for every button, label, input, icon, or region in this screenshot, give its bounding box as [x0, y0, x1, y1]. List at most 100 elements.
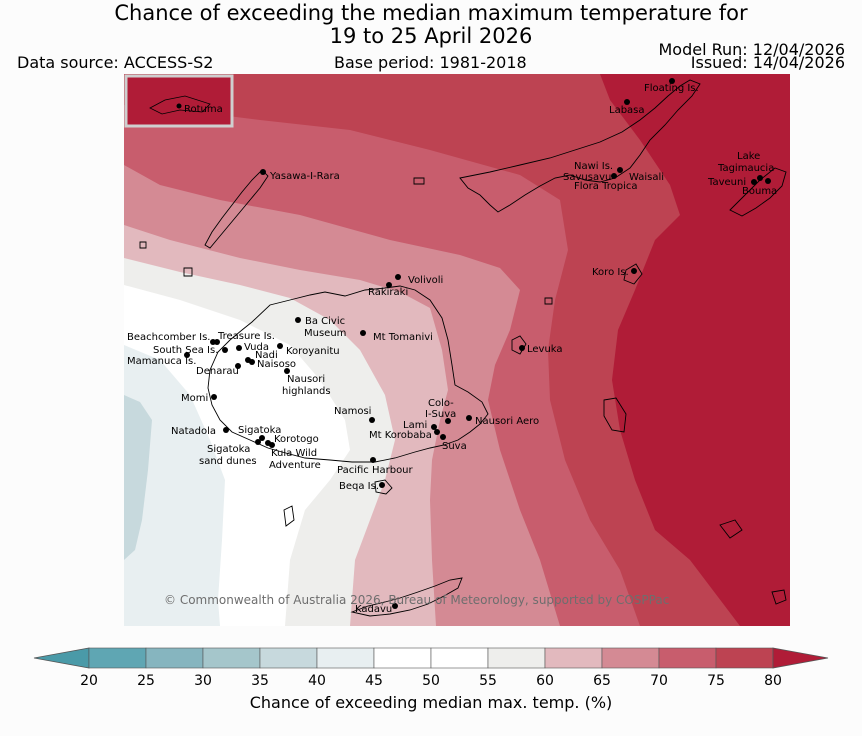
yasawa-coast — [204, 169, 269, 249]
lau-island-coast — [603, 397, 627, 433]
title-line-1: Chance of exceeding the median maximum t… — [114, 1, 748, 25]
label-naisoso: Naisoso — [257, 359, 296, 370]
base-period: Base period: 1981-2018 — [334, 53, 527, 72]
label-sigatoka: Sigatoka — [238, 425, 281, 436]
copyright-notice: © Commonwealth of Australia 2026, Bureau… — [164, 593, 669, 607]
colorbar-tick-75: 75 — [707, 673, 725, 689]
label-flora-tropica: Flora Tropica — [574, 181, 637, 192]
marker-labasa — [624, 99, 630, 105]
small-islet-4 — [139, 241, 147, 249]
east-island-coast — [719, 519, 743, 539]
label-vuda: Vuda — [244, 342, 269, 353]
label-south-sea-is: South Sea Is. — [153, 345, 218, 356]
marker-momi — [211, 394, 217, 400]
small-islet-2 — [544, 297, 553, 305]
label-lami: Lami — [403, 420, 427, 431]
marker-natadola — [223, 427, 229, 433]
colorbar-box-65-70 — [601, 647, 660, 669]
label-yasawa-i-rara: Yasawa-I-Rara — [269, 171, 340, 182]
beqa-coast — [374, 479, 393, 495]
label-kadavu: Kadavu — [355, 604, 392, 615]
label-waisali: Waisali — [629, 172, 664, 183]
marker-volivoli — [395, 274, 401, 280]
colorbar-ticks: 20 25 30 35 40 45 50 55 60 65 70 75 80 — [80, 673, 782, 689]
marker-koro-is — [631, 268, 637, 274]
marker-suva — [440, 434, 446, 440]
label-mt-tomanivi: Mt Tomanivi — [373, 332, 433, 343]
marker-lami — [431, 424, 437, 430]
label-namosi: Namosi — [334, 406, 371, 417]
colorbar-box-40-45 — [316, 647, 375, 669]
colorbar-tick-55: 55 — [479, 673, 497, 689]
contour-40 — [124, 345, 225, 626]
marker-namosi — [369, 417, 375, 423]
marker-levuka — [519, 345, 525, 351]
label-mamanuca-is: Mamanuca Is. — [127, 356, 196, 367]
marker-lake-tagimaucia — [757, 175, 763, 181]
colorbar-box-50-55 — [430, 647, 489, 669]
marker-rakiraki — [386, 282, 392, 288]
issued-date: Issued: 14/04/2026 — [690, 53, 845, 72]
data-source: Data source: ACCESS-S2 — [17, 53, 214, 72]
contour-35 — [124, 395, 152, 560]
marker-south-sea-is — [222, 347, 228, 353]
marker-colo-i-suva — [445, 418, 451, 424]
label-rakiraki: Rakiraki — [368, 287, 408, 298]
colorbar-tick-60: 60 — [536, 673, 554, 689]
label-volivoli: Volivoli — [408, 275, 443, 286]
colorbar-box-55-60 — [487, 647, 546, 669]
viti-levu-coast — [207, 285, 489, 463]
taveuni-coast — [729, 167, 787, 217]
colorbar-tick-45: 45 — [365, 673, 383, 689]
label-beachcomber-is: Beachcomber Is. — [127, 332, 210, 343]
colorbar-tick-20: 20 — [80, 673, 98, 689]
label-levuka: Levuka — [527, 344, 563, 355]
label-taveuni: Taveuni — [707, 177, 746, 188]
model-run: Model Run: 12/04/2026 — [658, 40, 846, 59]
marker-mt-korobaba — [434, 429, 440, 435]
label-koro-is: Koro Is. — [592, 267, 629, 278]
colorbar-box-45-50 — [373, 647, 432, 669]
marker-pacific-harbour — [370, 457, 376, 463]
colorbar-tick-40: 40 — [308, 673, 326, 689]
label-sigatoka-sand-dunes: Sigatoka sand dunes — [199, 444, 257, 467]
koro-coast — [623, 263, 643, 285]
marker-taveuni — [751, 179, 757, 185]
rotuma-label: Rotuma — [184, 104, 223, 115]
colorbar-box-25-30 — [145, 647, 204, 669]
label-colo-i-suva: Colo-I-Suva — [425, 398, 456, 420]
vanua-levu-coast — [459, 79, 701, 213]
chart-title: Chance of exceeding the median maximum t… — [0, 2, 862, 48]
marker-mt-tomanivi — [360, 330, 366, 336]
label-savusavu: Savusavu — [563, 172, 611, 183]
colorbar-tick-65: 65 — [593, 673, 611, 689]
marker-ba-civic-museum — [295, 317, 301, 323]
marker-kula-wild-adventure — [269, 442, 275, 448]
marker-kadavu — [392, 603, 398, 609]
marker-mamanuca-is — [184, 352, 190, 358]
label-suva: Suva — [442, 441, 467, 452]
label-nausori-highlands: Nausori highlands — [282, 374, 331, 397]
marker-sigatoka-sand-dunes — [255, 439, 261, 445]
marker-sigatoka — [259, 435, 265, 441]
label-denarau: Denarau — [196, 366, 239, 377]
rotuma-coast — [149, 95, 211, 115]
colorbar-tick-50: 50 — [422, 673, 440, 689]
small-islet-3 — [183, 267, 193, 277]
label-koroyanitu: Koroyanitu — [286, 346, 340, 357]
label-labasa: Labasa — [609, 105, 645, 116]
label-nausori-aero: Nausori Aero — [475, 416, 539, 427]
marker-naisoso — [249, 359, 255, 365]
colorbar-boxes — [88, 647, 774, 669]
marker-denarau — [235, 363, 241, 369]
rotuma-marker — [176, 103, 182, 109]
label-momi: Momi — [181, 393, 208, 404]
marker-bouma — [765, 178, 771, 184]
colorbar-box-20-25 — [88, 647, 147, 669]
coastlines — [139, 79, 787, 617]
inset-frame — [124, 74, 234, 128]
marker-nausori-highlands — [284, 368, 290, 374]
marker-yasawa-i-rara — [260, 169, 266, 175]
colorbar-box-35-40 — [259, 647, 318, 669]
